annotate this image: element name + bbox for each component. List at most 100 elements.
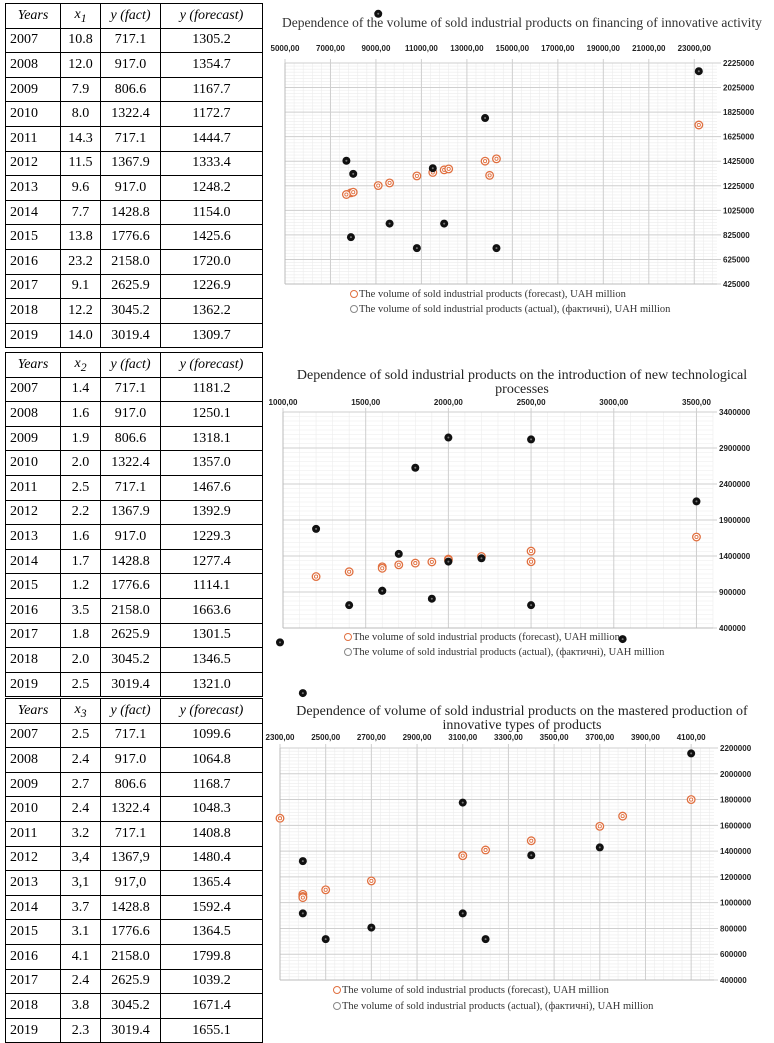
ring-outer [394, 560, 404, 570]
actual-point [412, 244, 421, 253]
table-cell: 1392.9 [160, 499, 263, 526]
actual-point [427, 594, 436, 603]
table-cell: 1365.4 [160, 870, 263, 896]
table-cell: 2016 [5, 943, 61, 970]
actual-point [595, 843, 604, 852]
dot-center [447, 560, 450, 563]
table-cell: 2007 [5, 27, 61, 54]
table-cell: 806.6 [100, 425, 161, 452]
y-tick-label: 1025000 [723, 206, 755, 215]
dot-center [301, 860, 304, 863]
x-tick-label: 19000,00 [587, 44, 621, 53]
forecast-point [385, 178, 395, 188]
table-cell: 1367,9 [100, 845, 161, 872]
column-header: Years [5, 352, 61, 378]
actual-point [374, 9, 383, 18]
legend-label: The volume of sold industrial products (… [353, 632, 620, 643]
ring-outer [686, 795, 696, 805]
dot-center [621, 638, 624, 641]
table-cell: 2.5 [60, 474, 101, 501]
ring-inner [620, 814, 625, 819]
table-cell: 2011 [5, 820, 61, 847]
ring-outer [526, 546, 536, 556]
data-table-x3: Years x3 y (fact) y (forecast) 2007 2.5 717.1 1… [5, 698, 263, 1043]
table-cell: 717.1 [100, 125, 161, 152]
dot-center [324, 938, 327, 941]
table-cell: 2018 [5, 298, 61, 324]
forecast-point [481, 845, 491, 855]
forecast-point [311, 572, 321, 582]
table-cell: 2008 [5, 747, 61, 773]
table-cell: 3045.2 [100, 993, 161, 1019]
actual-marker-icon [350, 305, 358, 313]
ring-inner [396, 562, 401, 567]
dot-center [388, 222, 391, 225]
forecast-point [526, 557, 536, 567]
ring-outer [595, 821, 605, 831]
table-cell: 1168.7 [160, 771, 263, 798]
table-cell: 1663.6 [160, 597, 263, 624]
ring-outer [377, 563, 387, 573]
table-cell: 717.1 [100, 27, 161, 54]
table-cell: 11.5 [60, 150, 101, 177]
ring-outer [526, 557, 536, 567]
table-row: 2008 2.4 917.0 1064.8 [5, 747, 263, 773]
table-cell: 2.5 [60, 722, 101, 749]
table-cell: 1799.8 [160, 943, 263, 970]
dot-center [370, 926, 373, 929]
actual-marker-icon [333, 1002, 341, 1010]
table-cell: 2018 [5, 993, 61, 1019]
dot-center [430, 597, 433, 600]
ring-outer [311, 572, 321, 582]
table-cell: 917.0 [100, 401, 161, 427]
legend-label: The volume of sold industrial products (… [359, 289, 626, 300]
y-tick-label: 2225000 [723, 59, 755, 68]
x-tick-label: 4100,00 [677, 733, 706, 742]
table-cell: 3019.4 [100, 671, 161, 698]
dot-center [377, 12, 380, 15]
table-cell: 1309.7 [160, 322, 263, 349]
actual-point [440, 219, 449, 228]
column-header: y (forecast) [160, 3, 263, 29]
table-row: 2016 23.2 2158.0 1720.0 [5, 248, 263, 275]
column-header: y (fact) [100, 698, 161, 724]
table-cell: 7.7 [60, 199, 101, 226]
ring-outer [410, 558, 420, 568]
scatter-chart-financing: Dependence of the volume of sold industr… [270, 0, 774, 330]
forecast-point [298, 893, 308, 903]
y-tick-label: 800000 [720, 924, 747, 933]
table-row: 2014 7.7 1428.8 1154.0 [5, 199, 263, 226]
table-row: 2013 9.6 917.0 1248.2 [5, 175, 263, 201]
legend-item: The volume of sold industrial products (… [333, 1001, 653, 1012]
column-header: x1 [60, 3, 101, 29]
x-tick-label: 11000,00 [405, 44, 438, 53]
plot-area: 1000,00 1500,00 2000,00 2500,00 3000,00 3500,… [269, 398, 751, 633]
table-cell: 2014 [5, 199, 61, 226]
scatter-chart-technological-processes: Dependence of sold industrial products o… [269, 350, 774, 680]
y-tick-label: 1600000 [720, 821, 752, 830]
x-tick-label: 1000,00 [269, 398, 298, 407]
actual-point [481, 935, 490, 944]
table-cell: 3,1 [60, 870, 101, 896]
table-cell: 917.0 [100, 524, 161, 550]
y-tick-label: 825000 [723, 231, 750, 240]
table-cell: 2014 [5, 894, 61, 921]
table-cell: 1444.7 [160, 125, 263, 152]
dot-center [315, 527, 318, 530]
x-tick-label: 2300,00 [266, 733, 295, 742]
subscript: 3 [80, 706, 87, 720]
table-cell: 1.6 [60, 401, 101, 427]
ring-inner [347, 569, 352, 574]
ring-inner [694, 534, 699, 540]
legend-item: The volume of sold industrial products (… [344, 632, 620, 643]
table-cell: 1.2 [60, 573, 101, 599]
table-cell: 2009 [5, 771, 61, 798]
x-tick-label: 3500,00 [540, 733, 569, 742]
table-row: 2007 2.5 717.1 1099.6 [5, 722, 263, 749]
table-cell: 1039.2 [160, 968, 263, 995]
table-row: 2010 2.4 1322.4 1048.3 [5, 796, 263, 822]
actual-point [298, 689, 307, 698]
actual-point [444, 557, 453, 566]
ring-inner [494, 156, 499, 161]
ring-inner [277, 816, 283, 821]
